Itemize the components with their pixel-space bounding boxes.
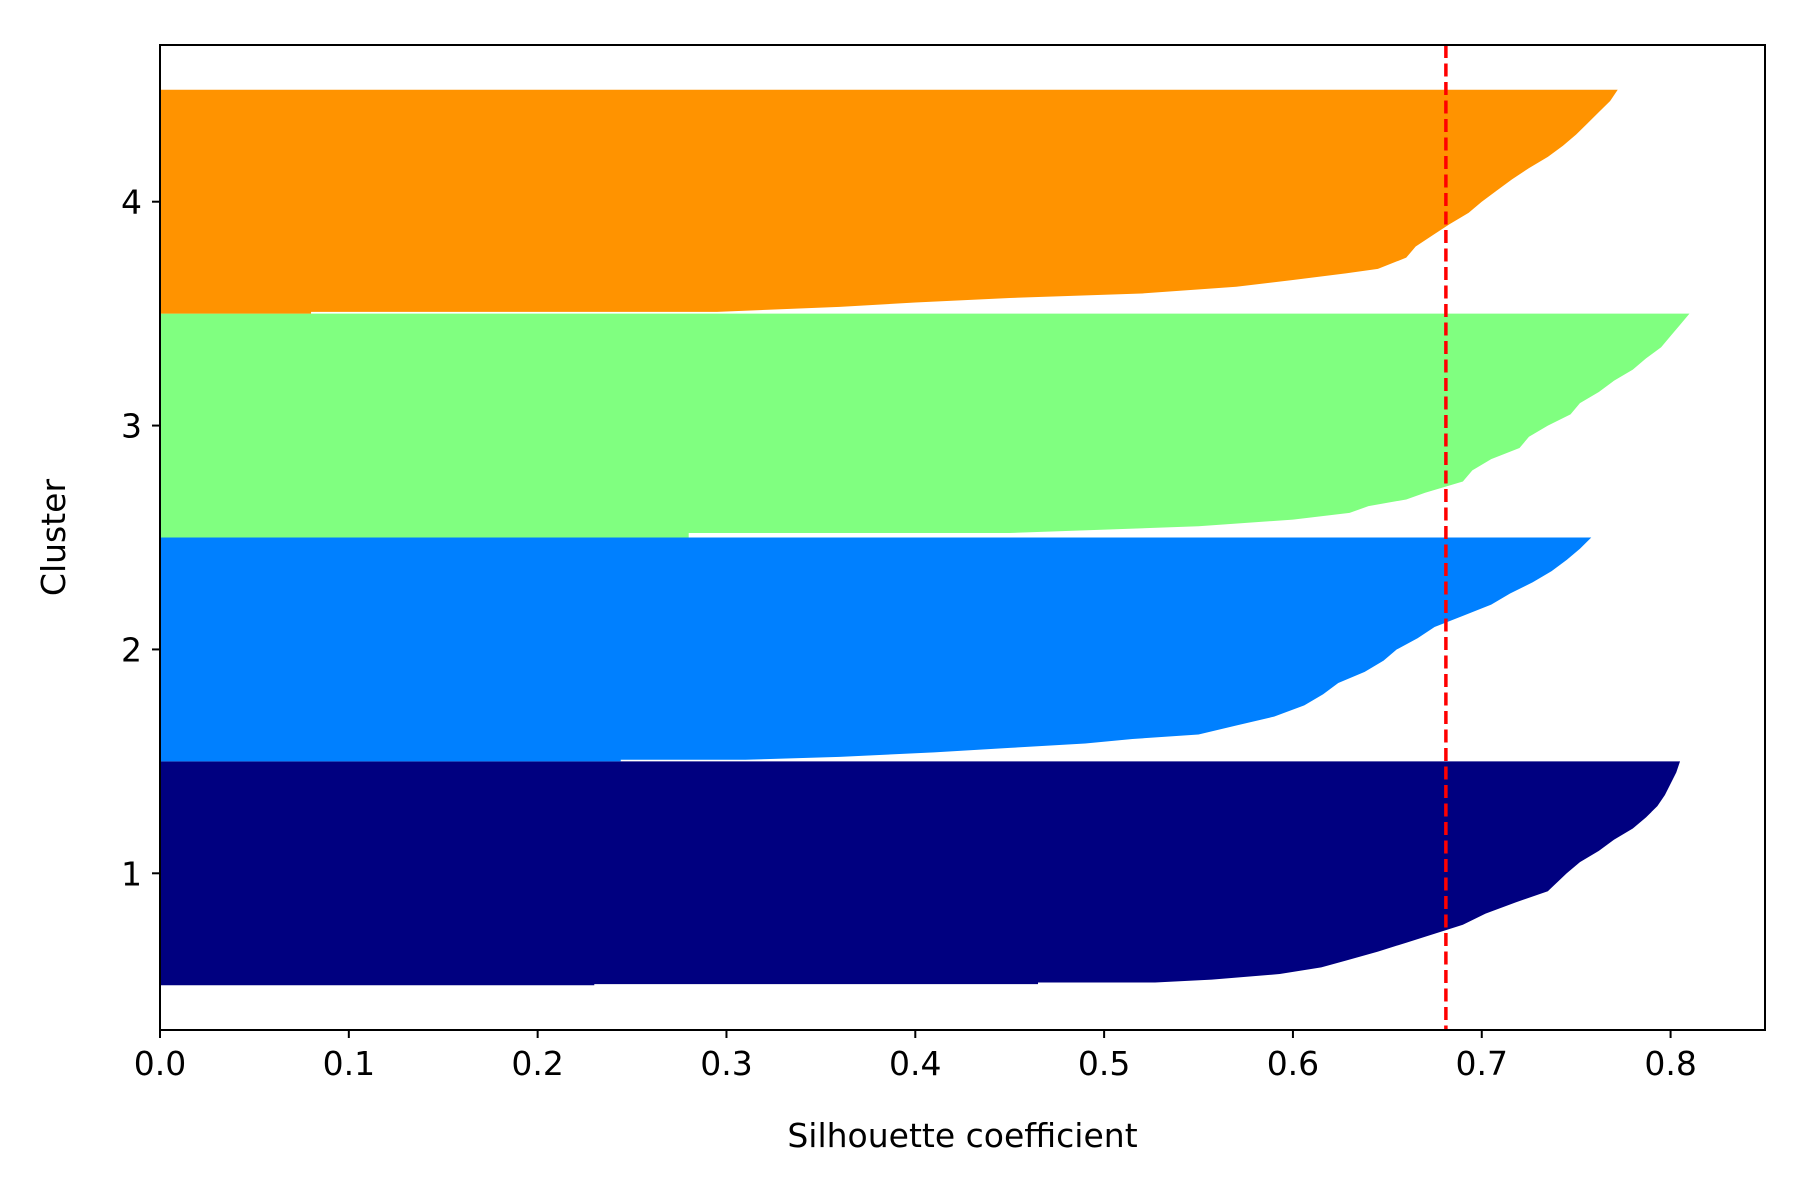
y-axis-title: Cluster: [34, 479, 73, 597]
y-axis-ticks: 1 2 3 4: [121, 183, 160, 893]
cluster-4-silhouette: [160, 89, 1618, 314]
x-axis-ticks: 0.0 0.1 0.2 0.3 0.4 0.5 0.6 0.7 0.8: [134, 1030, 1697, 1083]
cluster-2-silhouette: [160, 537, 1592, 762]
silhouette-bars: [160, 89, 1690, 986]
plot-frame: [159, 44, 1766, 1031]
x-tick-label: 0.0: [134, 1044, 186, 1083]
y-tick-label: 2: [121, 630, 142, 669]
x-tick-label: 0.5: [1078, 1044, 1130, 1083]
y-tick-label: 3: [121, 407, 142, 446]
x-tick-label: 0.6: [1267, 1044, 1319, 1083]
x-axis-title: Silhouette coefficient: [787, 1116, 1137, 1155]
x-tick-label: 0.4: [889, 1044, 941, 1083]
x-tick-label: 0.1: [323, 1044, 375, 1083]
x-tick-label: 0.7: [1456, 1044, 1508, 1083]
y-tick-label: 1: [121, 854, 142, 893]
cluster-1-silhouette: [160, 761, 1681, 986]
x-tick-label: 0.3: [700, 1044, 752, 1083]
x-tick-label: 0.2: [511, 1044, 563, 1083]
x-tick-label: 0.8: [1644, 1044, 1696, 1083]
y-tick-label: 4: [121, 183, 142, 222]
cluster-3-silhouette: [160, 313, 1690, 538]
